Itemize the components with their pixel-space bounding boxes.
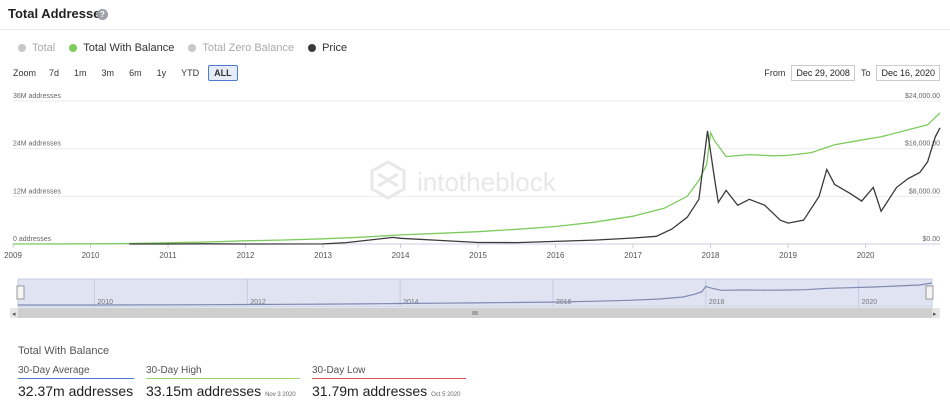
legend-item-price[interactable]: Price [308,42,347,54]
from-label: From [764,68,786,78]
scroll-left-arrow-icon[interactable]: ◂ [12,311,16,318]
x-tick-label: 2020 [857,251,875,260]
stat-value: 33.15m addresses Nov 3 2020 [146,383,296,399]
stats-heading: Total With Balance [18,345,110,357]
series-line-total-with-balance [12,112,941,245]
scroll-right-arrow-icon[interactable]: ▸ [933,311,937,318]
legend-dot-icon [308,44,317,52]
zoom-all-button[interactable]: ALL [208,65,238,81]
x-axis: 2009 2010 2011 2012 2013 2014 2015 2016 2017 2018… [4,244,875,260]
navigator-tick-label: 2020 [862,299,878,306]
x-tick-label: 2010 [82,251,100,260]
zoom-label: Zoom [13,68,37,78]
chart-legend: Total Total With Balance Total Zero Bala… [18,42,347,54]
stat-30day-average: 30-Day Average 32.37m addresses [18,365,134,399]
legend-dot-icon [188,44,197,52]
x-tick-label: 2018 [702,251,720,260]
watermark-text: intotheblock [417,167,557,197]
watermark: intotheblock [370,160,557,200]
x-tick-label: 2019 [779,251,797,260]
stat-value: 32.37m addresses [18,383,134,399]
stat-label: 30-Day Average [18,365,134,379]
navigator-tick-label: 2012 [250,299,266,306]
stat-date: Nov 3 2020 [265,392,296,398]
navigator-axis: 2010 2012 2014 2016 2018 2020 [93,279,878,307]
x-tick-label: 2009 [4,251,22,260]
chart-series [12,112,941,245]
zoom-6m-button[interactable]: 6m [129,68,142,78]
x-tick-label: 2015 [469,251,487,260]
y-tick-label-right: $8,000.00 [909,188,940,195]
y-tick-label-right: $16,000.00 [905,141,940,148]
scrollbar-grip-icon [472,311,478,315]
help-icon[interactable]: ? [97,9,108,20]
y-tick-label-left: 24M addresses [13,141,61,148]
x-tick-label: 2017 [624,251,642,260]
navigator-tick-label: 2018 [709,299,725,306]
zoom-7d-button[interactable]: 7d [49,68,60,78]
y-axis-right: $0.00 $8,000.00 $16,000.00 $24,000.00 [905,93,940,243]
y-tick-label-right: $0.00 [922,236,940,243]
series-line-price [129,127,941,245]
x-tick-label: 2014 [392,251,410,260]
legend-label: Total [32,42,56,54]
stat-30day-high: 30-Day High 33.15m addresses Nov 3 2020 [146,365,300,399]
legend-label: Total Zero Balance [202,42,295,54]
navigator-handle-right[interactable] [925,285,934,300]
navigator-tick-label: 2010 [97,299,113,306]
zoom-3m-button[interactable]: 3m [101,68,115,78]
y-tick-label-left: 0 addresses [13,236,52,243]
legend-label: Total With Balance [83,42,175,54]
y-axis-left: 0 addresses 12M addresses 24M addresses 36M… [13,93,61,243]
legend-dot-icon [69,44,78,52]
x-tick-label: 2012 [237,251,255,260]
to-date-input[interactable]: Dec 16, 2020 [876,65,940,81]
legend-item-total-with-balance[interactable]: Total With Balance [69,42,174,54]
to-label: To [860,68,871,78]
zoom-ytd-button[interactable]: YTD [181,68,200,78]
navigator-tick-label: 2016 [556,299,572,306]
y-tick-label-left: 36M addresses [13,93,61,100]
navigator-series-line [18,282,933,306]
y-tick-label-left: 12M addresses [13,188,61,195]
stat-label: 30-Day High [146,365,300,379]
y-tick-label-right: $24,000.00 [905,93,940,100]
legend-item-total[interactable]: Total [18,42,55,54]
x-tick-label: 2016 [547,251,565,260]
legend-dot-icon [18,44,26,52]
x-tick-label: 2013 [314,251,332,260]
legend-item-total-zero-balance[interactable]: Total Zero Balance [188,42,294,54]
stat-30day-low: 30-Day Low 31.79m addresses Oct 5 2020 [312,365,466,399]
navigator[interactable]: 2010 2012 2014 2016 2018 2020 ◂ ▸ [10,278,940,318]
zoom-1m-button[interactable]: 1m [74,68,87,78]
zoom-selector: Zoom 7d 1m 3m 6m 1y YTD ALL [13,65,238,81]
legend-label: Price [322,42,348,54]
chart-area: intotheblock 0 addresses 12M addresses 24M… [4,93,941,318]
stat-label: 30-Day Low [312,365,466,379]
navigator-handle-left[interactable] [16,285,25,300]
stat-date: Oct 5 2020 [431,392,461,398]
x-tick-label: 2011 [159,251,177,260]
zoom-1y-button[interactable]: 1y [156,68,167,78]
from-date-input[interactable]: Dec 29, 2008 [791,65,855,81]
navigator-tick-label: 2014 [403,299,419,306]
header-divider [0,29,950,30]
page-title: Total Addresses [8,6,108,21]
watermark-logo-icon [370,160,406,200]
date-range: From Dec 29, 2008 To Dec 16, 2020 [764,65,940,81]
stat-value: 31.79m addresses Oct 5 2020 [312,383,461,399]
